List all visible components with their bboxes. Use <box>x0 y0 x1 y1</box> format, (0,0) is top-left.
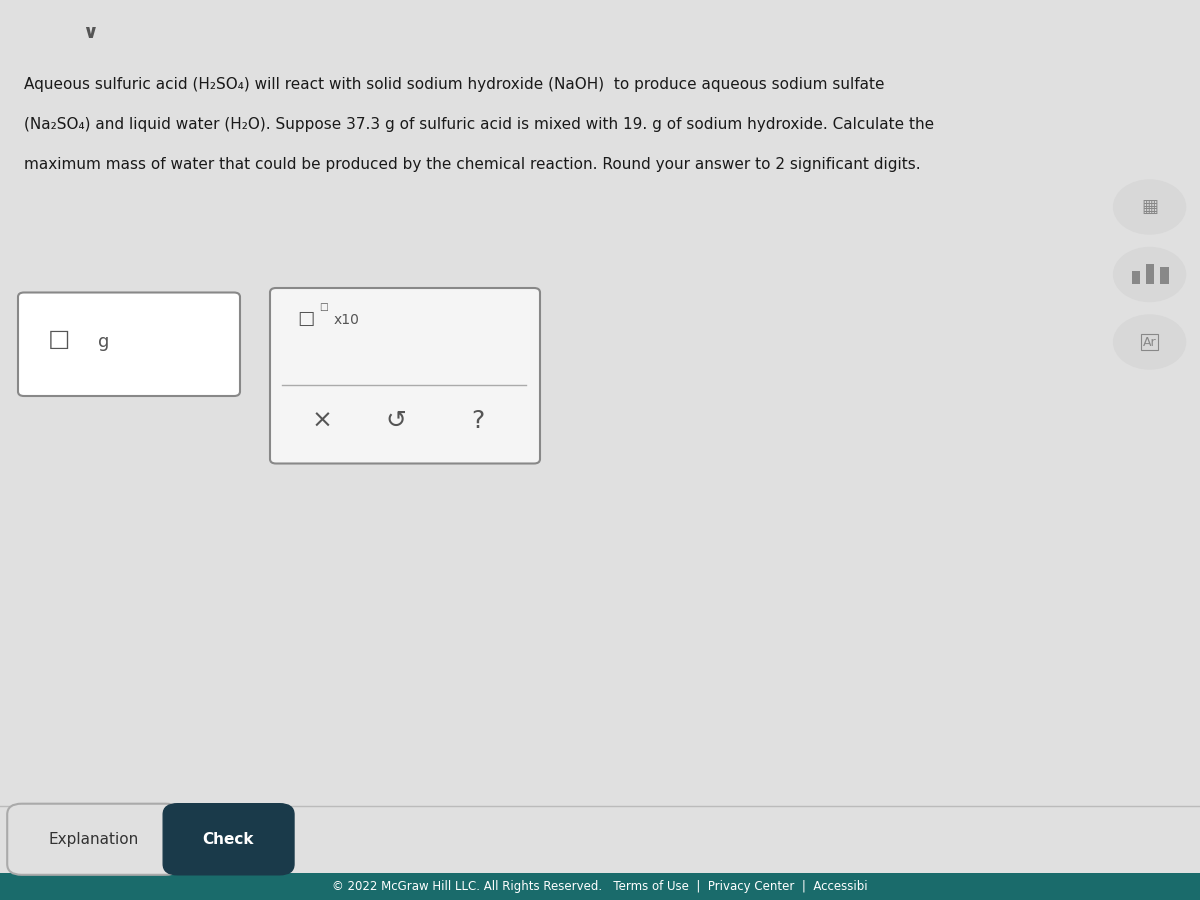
FancyBboxPatch shape <box>18 292 240 396</box>
Text: ☐: ☐ <box>48 330 71 354</box>
Text: maximum mass of water that could be produced by the chemical reaction. Round you: maximum mass of water that could be prod… <box>24 158 920 173</box>
Text: Aqueous sulfuric acid (H₂SO₄) will react with solid sodium hydroxide (NaOH)  to : Aqueous sulfuric acid (H₂SO₄) will react… <box>24 76 884 92</box>
FancyBboxPatch shape <box>1146 264 1154 284</box>
Text: Check: Check <box>203 832 253 847</box>
Circle shape <box>1114 315 1186 369</box>
FancyBboxPatch shape <box>270 288 540 464</box>
Text: ?: ? <box>470 410 485 433</box>
Text: g: g <box>98 333 109 351</box>
FancyBboxPatch shape <box>163 804 294 875</box>
FancyBboxPatch shape <box>1132 271 1140 284</box>
FancyBboxPatch shape <box>1160 267 1169 284</box>
Text: Ar: Ar <box>1142 336 1157 348</box>
Circle shape <box>1114 248 1186 302</box>
Text: (Na₂SO₄) and liquid water (H₂O). Suppose 37.3 g of sulfuric acid is mixed with 1: (Na₂SO₄) and liquid water (H₂O). Suppose… <box>24 117 934 132</box>
Circle shape <box>1114 180 1186 234</box>
Text: ∨: ∨ <box>82 22 98 41</box>
Text: © 2022 McGraw Hill LLC. All Rights Reserved.   Terms of Use  |  Privacy Center  : © 2022 McGraw Hill LLC. All Rights Reser… <box>332 880 868 893</box>
Text: ☐: ☐ <box>319 302 328 313</box>
Text: ☐: ☐ <box>298 310 316 330</box>
Text: x10: x10 <box>334 313 360 328</box>
Text: ↺: ↺ <box>385 410 407 433</box>
Text: ×: × <box>311 410 332 433</box>
Text: ▦: ▦ <box>1141 198 1158 216</box>
FancyBboxPatch shape <box>7 804 180 875</box>
FancyBboxPatch shape <box>0 873 1200 900</box>
Text: Explanation: Explanation <box>48 832 139 847</box>
